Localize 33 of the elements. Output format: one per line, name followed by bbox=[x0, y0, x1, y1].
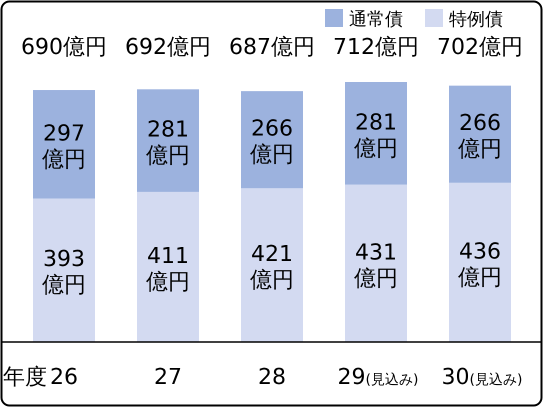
total-label: 712億円 bbox=[333, 35, 419, 60]
data-label: 281億円 bbox=[146, 118, 190, 169]
total-label: 690億円 bbox=[21, 35, 107, 60]
bar bbox=[345, 184, 407, 342]
bar bbox=[449, 86, 511, 183]
x-axis-title: 年度 bbox=[3, 365, 47, 390]
legend-label: 通常債 bbox=[349, 9, 403, 30]
data-label: 411億円 bbox=[146, 244, 190, 295]
bar bbox=[241, 188, 303, 342]
x-tick-label: 29(見込み) bbox=[338, 365, 418, 390]
total-label: 687億円 bbox=[229, 35, 315, 60]
total-label: 692億円 bbox=[125, 35, 211, 60]
x-tick-label: 28 bbox=[258, 365, 286, 390]
total-label: 702億円 bbox=[437, 35, 523, 60]
x-tick-label: 30(見込み) bbox=[442, 365, 522, 390]
bar bbox=[241, 91, 303, 188]
x-tick-label: 26 bbox=[50, 365, 78, 390]
data-label: 266億円 bbox=[250, 116, 294, 168]
data-label: 281億円 bbox=[354, 110, 398, 162]
bar bbox=[137, 89, 199, 192]
data-label: 431億円 bbox=[354, 240, 398, 292]
data-label: 266億円 bbox=[458, 111, 502, 162]
data-label: 421億円 bbox=[250, 242, 294, 294]
bar bbox=[137, 192, 199, 342]
data-label: 436億円 bbox=[458, 239, 502, 290]
bar bbox=[33, 198, 95, 342]
bar bbox=[449, 182, 511, 342]
x-tick-label: 27 bbox=[154, 365, 182, 390]
legend-label: 特例債 bbox=[449, 9, 503, 30]
bar bbox=[33, 90, 95, 198]
data-label: 393億円 bbox=[42, 247, 86, 298]
data-label: 297億円 bbox=[42, 121, 86, 172]
bar bbox=[345, 82, 407, 185]
